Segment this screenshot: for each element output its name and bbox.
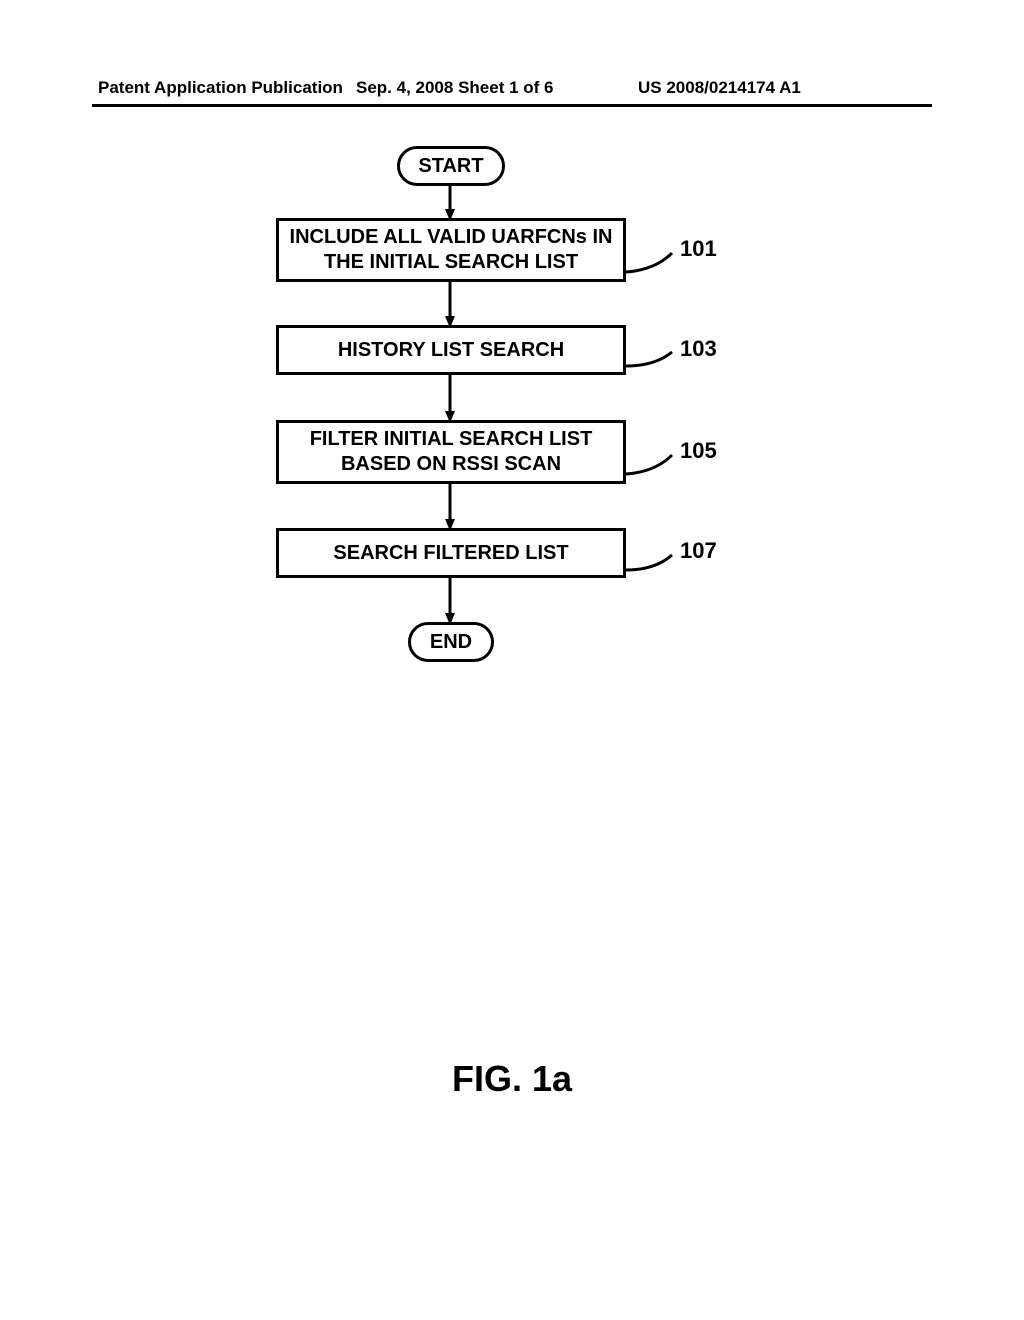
flow-node-n107: SEARCH FILTERED LIST [276,528,626,578]
patent-page: Patent Application Publication Sep. 4, 2… [0,0,1024,1320]
flow-node-n105: FILTER INITIAL SEARCH LISTBASED ON RSSI … [276,420,626,484]
header-pubnumber: US 2008/0214174 A1 [638,78,801,98]
flow-node-n101: INCLUDE ALL VALID UARFCNs INTHE INITIAL … [276,218,626,282]
flow-node-end: END [408,622,494,662]
flow-node-n103: HISTORY LIST SEARCH [276,325,626,375]
flowchart-connectors [0,0,1024,1320]
step-label-103: 103 [680,336,717,362]
flow-node-start: START [397,146,505,186]
step-label-101: 101 [680,236,717,262]
header-rule [92,104,932,107]
header-date-sheet: Sep. 4, 2008 Sheet 1 of 6 [356,78,553,98]
step-label-107: 107 [680,538,717,564]
header-publication: Patent Application Publication [98,78,343,98]
step-label-105: 105 [680,438,717,464]
figure-label: FIG. 1a [0,1058,1024,1100]
